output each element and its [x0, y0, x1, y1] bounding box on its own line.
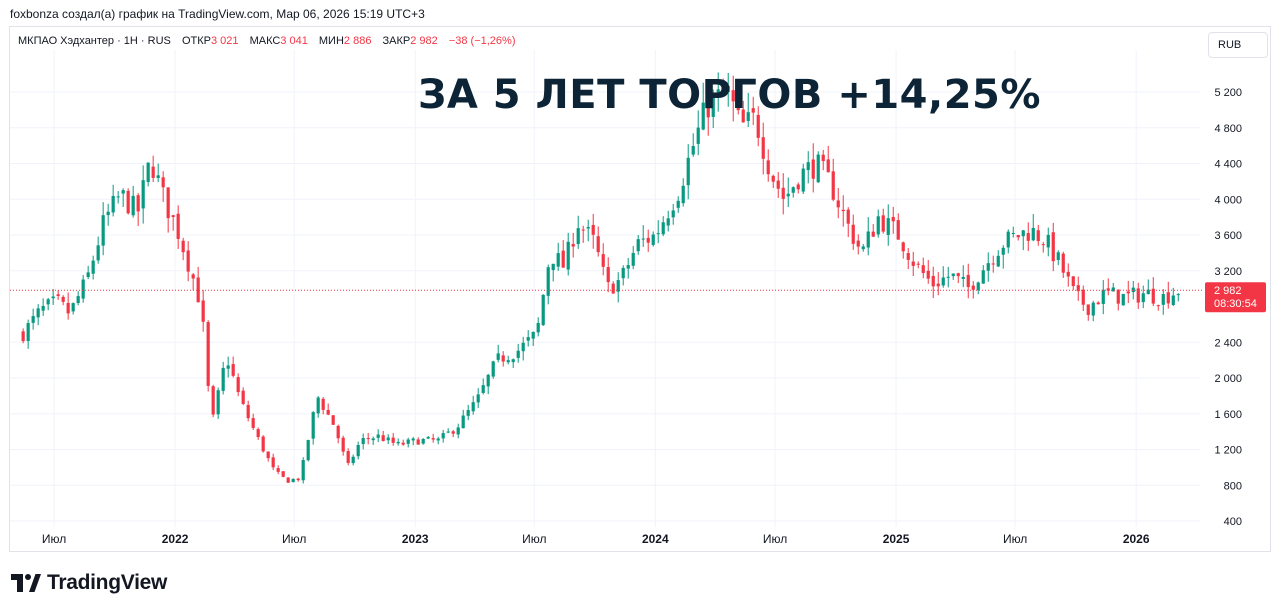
high-value: 3 041	[280, 35, 308, 47]
open-value: 3 021	[210, 35, 239, 47]
ohlc-legend: МКПАО Хэдхантер · 1H · RUS ОТКР3 021 МАК…	[18, 35, 523, 47]
tradingview-logo[interactable]: TradingView	[11, 570, 167, 596]
high-label: МАКС	[249, 35, 281, 47]
tradingview-logo-icon	[11, 574, 41, 592]
tradingview-brand-text: TradingView	[47, 571, 168, 594]
chart-panel[interactable]	[9, 26, 1271, 552]
currency-button[interactable]: RUB	[1208, 32, 1268, 58]
attribution-text: foxbonza создал(а) график на TradingView…	[10, 7, 425, 21]
close-label: ЗАКР	[382, 35, 411, 47]
change-value: −38 (−1,26%)	[448, 35, 516, 47]
symbol-label[interactable]: МКПАО Хэдхантер · 1H · RUS	[18, 35, 171, 47]
overlay-title: ЗА 5 ЛЕТ ТОРГОВ +14,25%	[418, 72, 1041, 118]
close-value: 2 982	[410, 35, 438, 47]
open-label: ОТКР	[181, 35, 211, 47]
low-label: МИН	[318, 35, 344, 47]
low-value: 2 886	[343, 35, 372, 47]
